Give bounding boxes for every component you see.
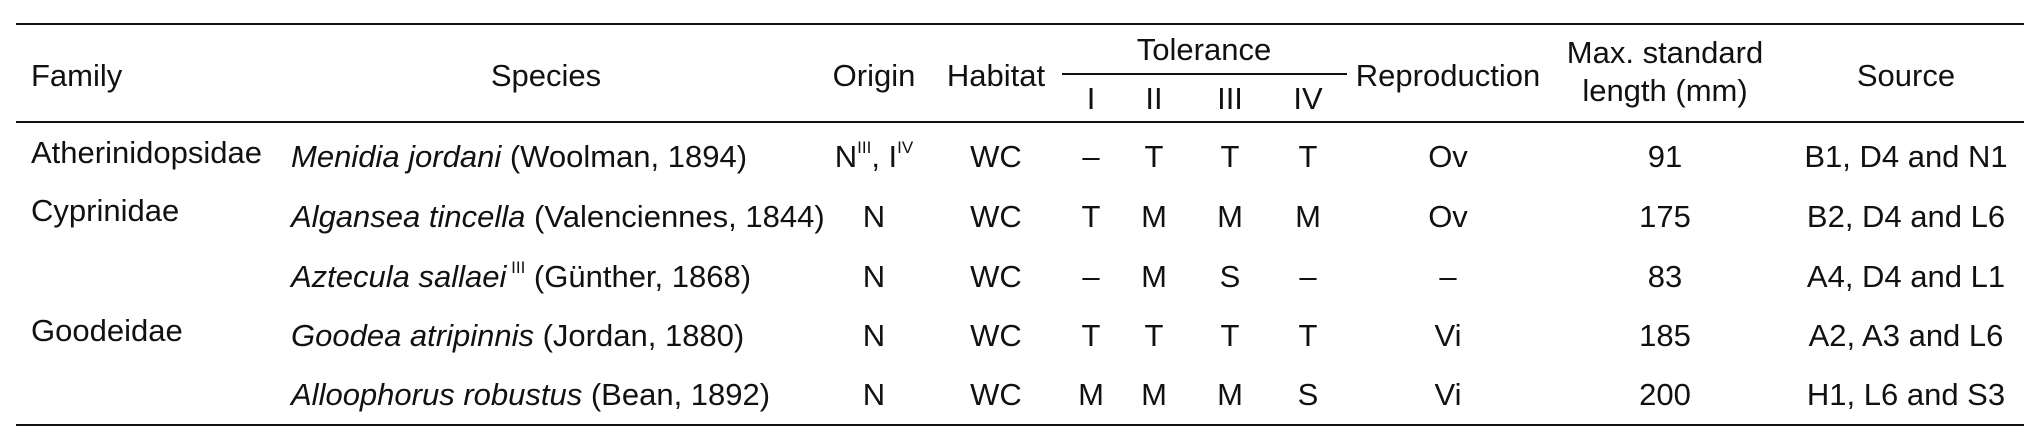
row-4-tolerance-iii: T — [1220, 318, 1240, 353]
row-4-origin: N — [862, 318, 886, 353]
row-3-species: Aztecula sallaei III (Günther, 1868) — [291, 257, 751, 297]
row-2-tolerance-i: T — [1081, 199, 1101, 234]
header-reproduction: Reproduction — [1355, 58, 1541, 93]
row-5-tolerance-i: M — [1078, 377, 1104, 412]
header-max-length: Max. standard length (mm) — [1567, 34, 1763, 110]
row-3-tolerance-ii: M — [1141, 259, 1167, 294]
row-4-tolerance-iv: T — [1298, 318, 1318, 353]
row-3-tolerance-iii: S — [1219, 259, 1241, 294]
row-1-origin-a: N — [834, 139, 858, 174]
row-3-reproduction: – — [1439, 259, 1457, 294]
tolerance-underline — [1062, 73, 1347, 75]
row-2-tolerance-iii: M — [1217, 199, 1243, 234]
row-1-family: Atherinidopsidae — [31, 135, 262, 170]
row-1-tolerance-i: – — [1082, 139, 1100, 174]
header-family: Family — [31, 58, 123, 93]
row-1-habitat: WC — [970, 139, 1022, 174]
row-1-reproduction: Ov — [1428, 139, 1468, 174]
row-1-max-length: 91 — [1647, 139, 1683, 174]
row-1-tolerance-iv: T — [1298, 139, 1318, 174]
row-3-tolerance-i: – — [1082, 259, 1100, 294]
bottom-rule — [16, 424, 2024, 426]
row-2-reproduction: Ov — [1428, 199, 1468, 234]
row-2-habitat: WC — [970, 199, 1022, 234]
row-2-tolerance-ii: M — [1141, 199, 1167, 234]
top-rule — [16, 23, 2024, 25]
row-1-origin-b: , I — [871, 139, 898, 174]
header-max-length-line1: Max. standard — [1566, 35, 1764, 70]
header-max-length-line2: length (mm) — [1582, 73, 1748, 108]
row-1-tolerance-ii: T — [1144, 139, 1164, 174]
row-4-tolerance-i: T — [1081, 318, 1101, 353]
row-1-origin-b-note: IV — [897, 138, 914, 157]
row-3-source: A4, D4 and L1 — [1806, 259, 2006, 294]
header-tolerance-i: I — [1086, 81, 1096, 116]
header-tolerance: Tolerance — [1136, 32, 1272, 67]
row-5-reproduction: Vi — [1434, 377, 1462, 412]
row-5-tolerance-ii: M — [1141, 377, 1167, 412]
row-4-source: A2, A3 and L6 — [1808, 318, 2004, 353]
header-bottom-rule — [16, 121, 2024, 123]
row-4-scientific-name: Goodea atripinnis — [291, 318, 534, 353]
row-2-source: B2, D4 and L6 — [1806, 199, 2006, 234]
row-5-tolerance-iii: M — [1217, 377, 1243, 412]
row-1-source: B1, D4 and N1 — [1804, 139, 2008, 174]
header-habitat: Habitat — [946, 58, 1046, 93]
row-2-max-length: 175 — [1639, 199, 1691, 234]
row-3-max-length: 83 — [1647, 259, 1683, 294]
header-tolerance-iv: IV — [1293, 81, 1323, 116]
header-species: Species — [490, 58, 602, 93]
row-5-tolerance-iv: S — [1297, 377, 1319, 412]
row-3-origin: N — [862, 259, 886, 294]
row-4-tolerance-ii: T — [1144, 318, 1164, 353]
row-2-species: Algansea tincella (Valenciennes, 1844) — [291, 197, 825, 237]
row-5-max-length: 200 — [1639, 377, 1691, 412]
header-origin: Origin — [832, 58, 916, 93]
row-2-authority: (Valenciennes, 1844) — [525, 199, 825, 234]
row-3-species-note: III — [506, 258, 526, 277]
row-4-authority: (Jordan, 1880) — [534, 318, 745, 353]
row-4-max-length: 185 — [1639, 318, 1691, 353]
row-1-species: Menidia jordani (Woolman, 1894) — [291, 137, 747, 177]
row-1-origin: NIII, IIV — [835, 137, 913, 177]
row-4-species: Goodea atripinnis (Jordan, 1880) — [291, 316, 744, 356]
header-tolerance-ii: II — [1145, 81, 1163, 116]
row-2-scientific-name: Algansea tincella — [291, 199, 526, 234]
row-4-family: Goodeidae — [31, 313, 183, 348]
row-1-authority: (Woolman, 1894) — [501, 139, 748, 174]
row-3-authority: (Günther, 1868) — [525, 259, 752, 294]
row-1-origin-a-note: III — [857, 138, 872, 157]
row-2-tolerance-iv: M — [1295, 199, 1321, 234]
header-tolerance-iii: III — [1217, 81, 1243, 116]
row-4-reproduction: Vi — [1434, 318, 1462, 353]
header-source: Source — [1856, 58, 1956, 93]
row-1-tolerance-iii: T — [1220, 139, 1240, 174]
row-1-scientific-name: Menidia jordani — [291, 139, 502, 174]
row-5-species: Alloophorus robustus (Bean, 1892) — [291, 375, 770, 415]
row-3-scientific-name: Aztecula sallaei — [291, 259, 507, 294]
row-5-scientific-name: Alloophorus robustus — [291, 377, 583, 412]
row-5-habitat: WC — [970, 377, 1022, 412]
row-2-family: Cyprinidae — [31, 193, 180, 228]
row-5-authority: (Bean, 1892) — [582, 377, 771, 412]
row-2-origin: N — [862, 199, 886, 234]
row-3-tolerance-iv: – — [1299, 259, 1317, 294]
row-5-source: H1, L6 and S3 — [1806, 377, 2006, 412]
row-3-habitat: WC — [970, 259, 1022, 294]
row-4-habitat: WC — [970, 318, 1022, 353]
row-5-origin: N — [862, 377, 886, 412]
